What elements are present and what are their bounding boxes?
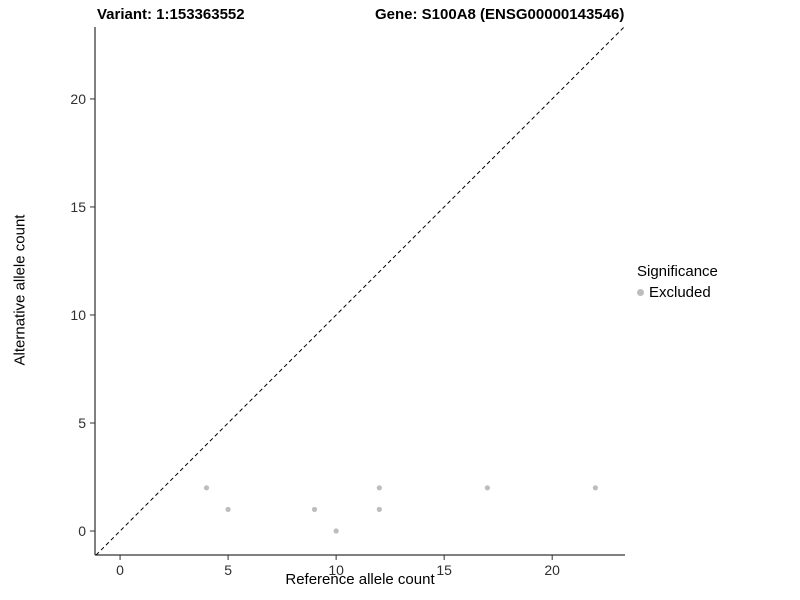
data-point xyxy=(592,485,598,491)
x-tick-label: 15 xyxy=(436,562,452,578)
gene-title: Gene: S100A8 (ENSG00000143546) xyxy=(375,6,625,23)
excluded-point-icon xyxy=(637,289,644,296)
legend: Significance Excluded xyxy=(637,263,718,301)
legend-entry-excluded: Excluded xyxy=(637,284,718,301)
x-tick-label: 0 xyxy=(116,562,124,578)
legend-title: Significance xyxy=(637,263,718,280)
data-point xyxy=(203,485,210,491)
y-tick-label: 10 xyxy=(70,307,86,323)
identity-line xyxy=(95,26,625,556)
y-tick-label: 0 xyxy=(78,523,86,539)
y-tick-label: 20 xyxy=(70,91,86,107)
legend-entry-label: Excluded xyxy=(649,284,711,301)
data-point xyxy=(376,506,382,513)
y-tick-label: 5 xyxy=(78,415,86,431)
data-point xyxy=(311,506,318,513)
data-point xyxy=(376,485,382,491)
data-point xyxy=(225,506,231,513)
variant-title: Variant: 1:153363552 xyxy=(97,6,245,23)
x-tick-label: 20 xyxy=(544,562,560,578)
x-axis-label: Reference allele count xyxy=(285,571,435,588)
data-point xyxy=(484,485,490,491)
x-tick-label: 10 xyxy=(328,562,344,578)
x-tick-label: 5 xyxy=(224,562,232,578)
y-tick-label: 15 xyxy=(70,199,86,215)
data-point xyxy=(333,528,339,534)
